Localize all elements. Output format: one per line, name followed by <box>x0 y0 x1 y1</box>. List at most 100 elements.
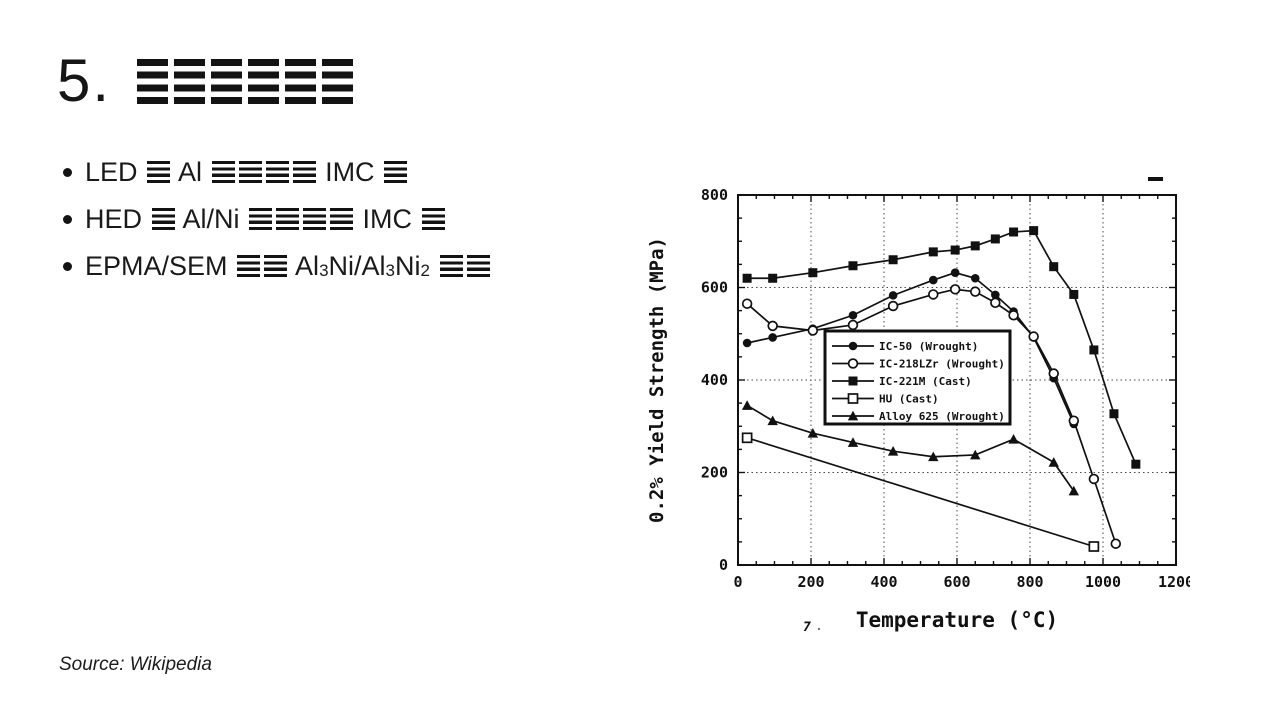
series-marker <box>1109 409 1119 419</box>
y-tick-label: 600 <box>701 279 728 297</box>
text-segment <box>430 251 438 281</box>
series-marker <box>741 400 753 410</box>
text-segment: LED <box>85 157 146 187</box>
redacted-glyph <box>237 255 261 277</box>
series-marker <box>808 268 818 278</box>
series-marker <box>970 449 981 460</box>
series-marker <box>887 446 899 456</box>
series-marker <box>848 310 858 320</box>
bullet-item: LED Al IMC <box>58 149 492 196</box>
series-marker <box>1008 434 1019 444</box>
series-marker <box>1048 457 1059 467</box>
y-tick-label: 200 <box>701 464 728 482</box>
legend-marker <box>847 393 859 404</box>
legend-label: IC-218LZr (Wrought) <box>879 358 1005 371</box>
legend-marker <box>848 376 858 386</box>
scan-artifact-dot <box>817 627 821 631</box>
series-marker <box>928 275 938 285</box>
x-tick-label: 400 <box>870 573 897 591</box>
series-marker <box>742 338 752 348</box>
series-marker <box>767 320 778 332</box>
source-credit: Source: Wikipedia <box>59 654 212 675</box>
series-marker <box>1110 538 1122 549</box>
redacted-glyph <box>211 59 243 104</box>
series-marker <box>742 273 752 283</box>
text-segment: Al <box>289 251 320 281</box>
series-marker <box>970 241 980 251</box>
text-segment: Ni/Al <box>328 251 386 281</box>
x-tick-label: 1200 <box>1158 573 1190 591</box>
series-marker <box>1088 541 1100 552</box>
series-marker <box>990 234 1000 244</box>
x-tick-label: 1000 <box>1085 573 1121 591</box>
bullet-dot-icon <box>63 168 72 177</box>
legend-marker <box>848 341 858 351</box>
series-marker <box>768 333 777 342</box>
x-tick-label: 0 <box>733 573 742 591</box>
series-marker <box>1131 459 1141 469</box>
series-line <box>747 229 1137 465</box>
series-marker <box>970 286 981 297</box>
series-marker <box>990 297 1001 309</box>
redacted-glyph <box>211 161 235 183</box>
series-marker <box>1069 289 1079 299</box>
series-line <box>746 437 1095 548</box>
x-axis-title: Temperature (°C) <box>856 608 1058 632</box>
x-tick-label: 800 <box>1016 573 1043 591</box>
redacted-glyph <box>466 255 490 277</box>
series-marker <box>950 268 960 277</box>
legend-marker <box>847 358 859 369</box>
redacted-glyph <box>276 208 300 230</box>
legend-marker <box>847 410 859 421</box>
series-marker <box>887 300 899 312</box>
redacted-glyph <box>151 208 175 230</box>
x-tick-label: 200 <box>797 573 824 591</box>
series-marker <box>1088 473 1100 485</box>
x-tick-label: 600 <box>943 573 970 591</box>
series-marker <box>741 298 753 309</box>
bullet-text: HED Al/Ni IMC <box>85 204 447 235</box>
series-marker <box>847 437 859 447</box>
redacted-glyph <box>421 208 445 230</box>
series-marker <box>741 432 753 444</box>
y-tick-label: 800 <box>701 186 728 204</box>
redacted-glyph <box>265 161 289 183</box>
text-segment: Al/Ni <box>176 204 248 234</box>
redacted-glyph <box>147 161 171 183</box>
legend-label: HU (Cast) <box>879 393 939 406</box>
y-axis-title: 0.2% Yield Strength (MPa) <box>646 237 668 523</box>
series-marker <box>928 451 939 462</box>
series-marker <box>888 291 898 300</box>
redacted-glyph <box>248 59 280 104</box>
bullet-item: HED Al/Ni IMC <box>58 196 492 243</box>
series-marker <box>1068 415 1080 426</box>
series-marker <box>888 255 898 265</box>
redacted-glyph <box>292 161 316 183</box>
text-segment: IMC <box>355 204 420 234</box>
text-segment: HED <box>85 204 150 234</box>
legend-label: Alloy 625 (Wrought) <box>879 410 1005 423</box>
series-marker <box>807 427 819 438</box>
series-marker <box>1009 227 1019 237</box>
bullet-list: LED Al IMC HED Al/Ni IMC EPMA/SEM Al3Ni/… <box>58 149 492 290</box>
text-segment: Ni <box>395 251 421 281</box>
series-marker <box>1028 331 1039 342</box>
series-marker <box>949 284 961 295</box>
series-line <box>746 404 1075 492</box>
yield-strength-chart: 0 200 400 600 800 1000 1200 0 200 400 600 800 Temper… <box>646 177 1190 635</box>
text-segment: EPMA/SEM <box>85 251 236 281</box>
series-marker <box>1049 262 1059 272</box>
bullet-dot-icon <box>63 262 72 271</box>
redacted-glyph <box>303 208 327 230</box>
redacted-glyph <box>330 208 354 230</box>
series-marker <box>1029 226 1039 236</box>
redacted-glyph <box>264 255 288 277</box>
scan-artifact-mark: 7 <box>803 620 811 635</box>
series-marker <box>1068 485 1079 496</box>
series-marker <box>970 273 980 283</box>
series-marker <box>767 415 778 426</box>
redacted-glyph <box>174 59 206 104</box>
series-marker <box>847 319 859 331</box>
chart-figure: 0 200 400 600 800 1000 1200 0 200 400 600 800 Temper… <box>645 150 1190 650</box>
y-tick-label: 400 <box>701 371 728 389</box>
